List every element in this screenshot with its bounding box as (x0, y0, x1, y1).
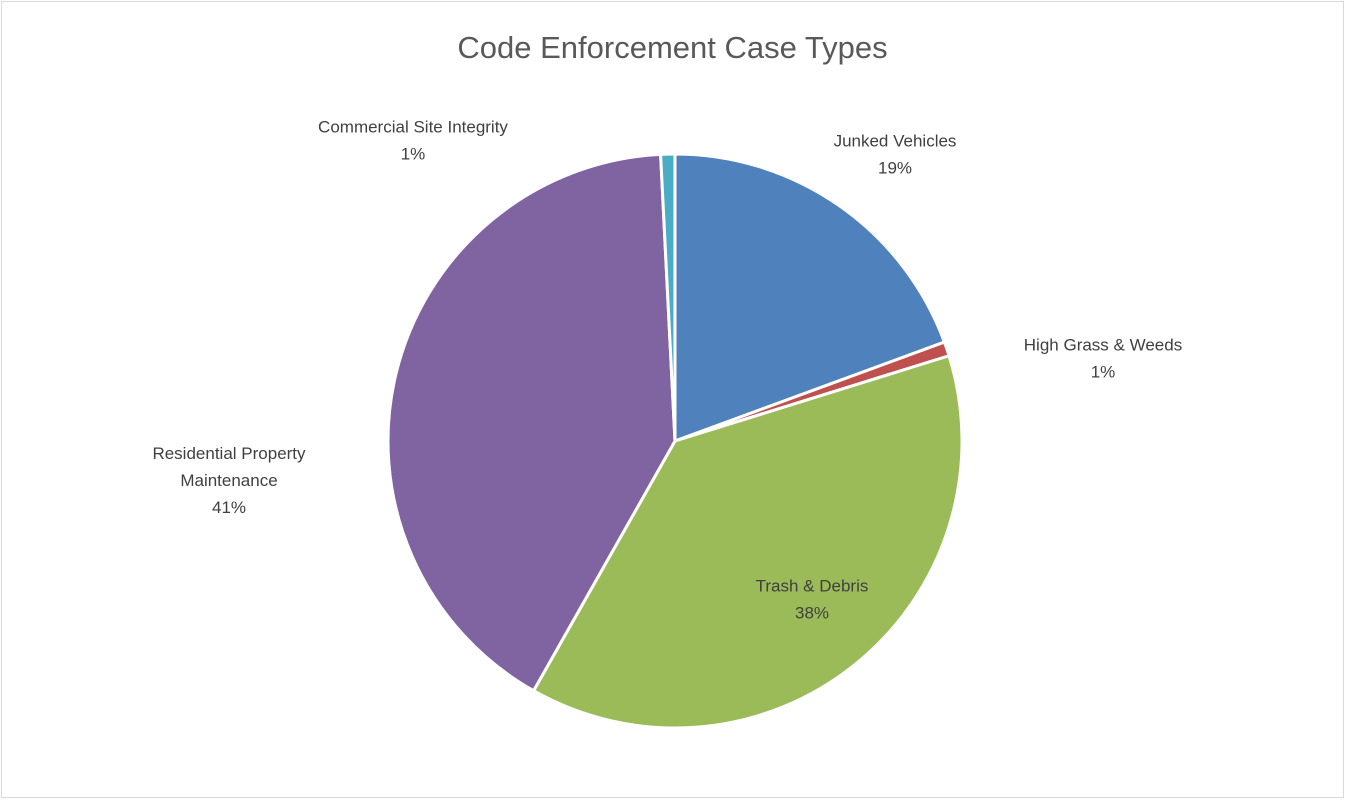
pie-slice-residential-property-maintenance (386, 152, 677, 693)
data-label-junked-vehicles: Junked Vehicles 19% (834, 132, 957, 178)
data-label-high-grass-weeds: High Grass & Weeds 1% (1024, 336, 1182, 382)
chart-title: Code Enforcement Case Types (457, 30, 888, 65)
pie-slice-trash-debris (532, 354, 964, 730)
data-label-residential-property-maintenance: Residential Property Maintenance 41% (152, 444, 306, 517)
pie-slice-commercial-site-integrity (659, 152, 677, 443)
pie-slices (386, 152, 964, 730)
data-label-commercial-site-integrity: Commercial Site Integrity 1% (318, 118, 508, 164)
pie-slice-junked-vehicles (673, 152, 946, 443)
pie-labels: Junked Vehicles 19% High Grass & Weeds 1% Tr… (152, 118, 1182, 623)
data-label-trash-debris: Trash & Debris 38% (756, 577, 869, 623)
